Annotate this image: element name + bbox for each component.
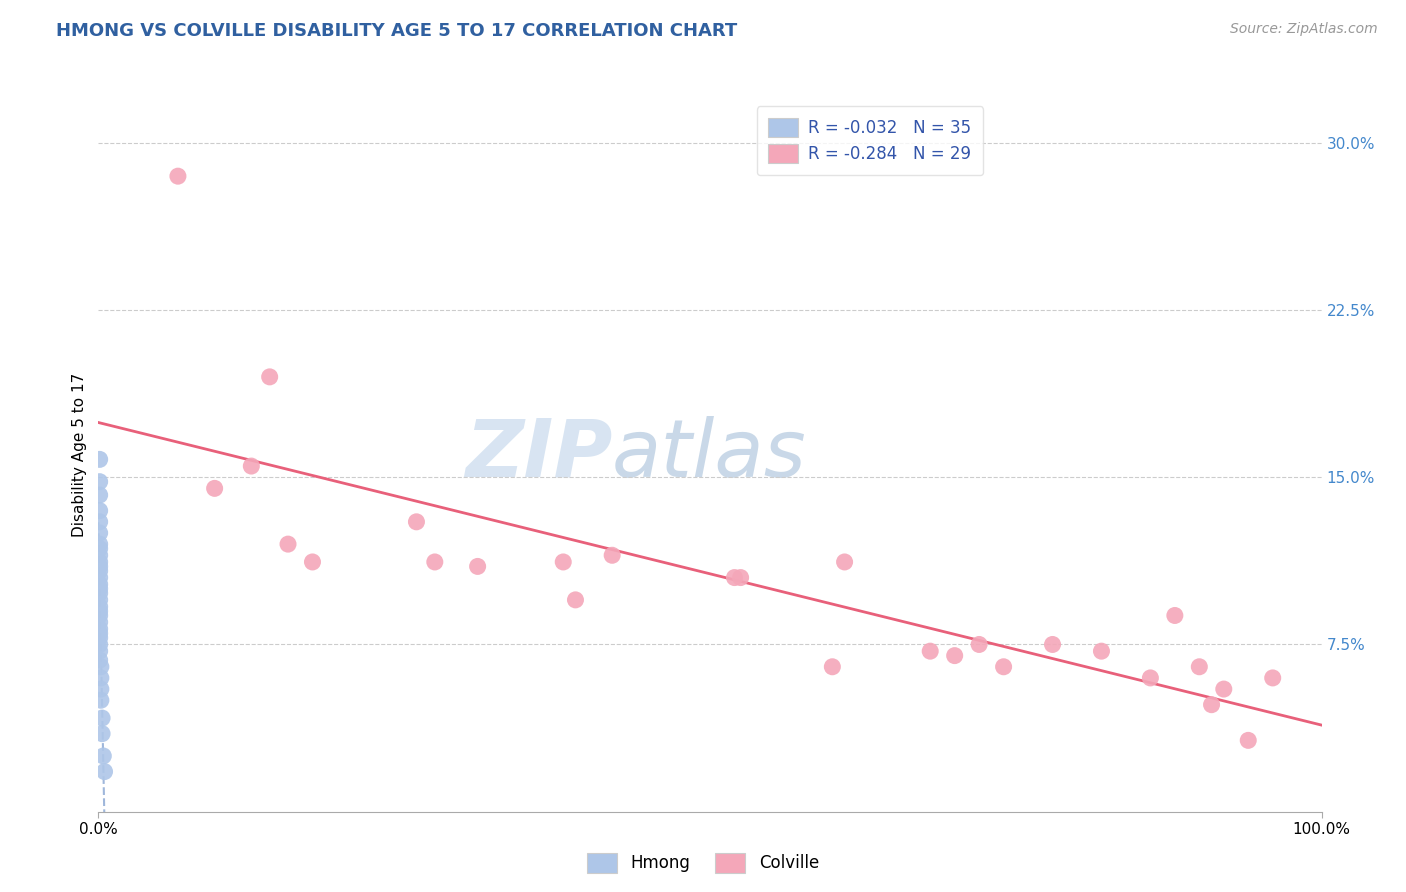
Y-axis label: Disability Age 5 to 17: Disability Age 5 to 17 xyxy=(72,373,87,537)
Point xyxy=(834,555,856,569)
Legend: R = -0.032   N = 35, R = -0.284   N = 29: R = -0.032 N = 35, R = -0.284 N = 29 xyxy=(756,106,983,175)
Point xyxy=(89,555,111,569)
Point xyxy=(89,653,111,667)
Point xyxy=(89,559,111,574)
Point xyxy=(600,548,623,563)
Point xyxy=(89,592,111,607)
Legend: Hmong, Colville: Hmong, Colville xyxy=(581,847,825,880)
Point xyxy=(553,555,575,569)
Point xyxy=(723,571,745,585)
Point xyxy=(91,726,114,740)
Point xyxy=(821,660,844,674)
Point xyxy=(89,637,111,651)
Point xyxy=(1237,733,1260,747)
Point xyxy=(259,369,281,384)
Point xyxy=(1201,698,1223,712)
Point xyxy=(89,541,111,556)
Point xyxy=(89,526,111,541)
Text: atlas: atlas xyxy=(612,416,807,494)
Point xyxy=(89,586,111,600)
Text: ZIP: ZIP xyxy=(465,416,612,494)
Point xyxy=(89,582,111,596)
Point xyxy=(89,452,111,467)
Point xyxy=(1212,681,1234,696)
Point xyxy=(1188,660,1211,674)
Text: HMONG VS COLVILLE DISABILITY AGE 5 TO 17 CORRELATION CHART: HMONG VS COLVILLE DISABILITY AGE 5 TO 17… xyxy=(56,22,738,40)
Point xyxy=(1139,671,1161,685)
Point xyxy=(277,537,299,551)
Point xyxy=(564,592,586,607)
Point xyxy=(89,564,111,578)
Point xyxy=(89,577,111,591)
Point xyxy=(89,475,111,489)
Point xyxy=(405,515,427,529)
Point xyxy=(89,604,111,618)
Point xyxy=(89,626,111,640)
Point xyxy=(89,599,111,614)
Point xyxy=(89,503,111,517)
Point xyxy=(204,482,226,496)
Point xyxy=(993,660,1015,674)
Point xyxy=(89,622,111,636)
Text: Source: ZipAtlas.com: Source: ZipAtlas.com xyxy=(1230,22,1378,37)
Point xyxy=(240,459,263,474)
Point xyxy=(89,571,111,585)
Point xyxy=(90,660,112,674)
Point xyxy=(89,608,111,623)
Point xyxy=(89,644,111,658)
Point xyxy=(730,571,752,585)
Point xyxy=(90,671,112,685)
Point xyxy=(967,637,990,651)
Point xyxy=(89,631,111,645)
Point xyxy=(1261,671,1284,685)
Point xyxy=(89,548,111,563)
Point xyxy=(89,515,111,529)
Point xyxy=(93,764,115,779)
Point xyxy=(301,555,323,569)
Point xyxy=(90,681,112,696)
Point xyxy=(1090,644,1112,658)
Point xyxy=(91,711,114,725)
Point xyxy=(89,537,111,551)
Point xyxy=(1042,637,1064,651)
Point xyxy=(920,644,942,658)
Point xyxy=(90,693,112,707)
Point xyxy=(943,648,966,663)
Point xyxy=(423,555,446,569)
Point xyxy=(167,169,190,184)
Point xyxy=(467,559,489,574)
Point xyxy=(1164,608,1187,623)
Point xyxy=(91,749,114,764)
Point xyxy=(89,615,111,630)
Point xyxy=(89,488,111,502)
